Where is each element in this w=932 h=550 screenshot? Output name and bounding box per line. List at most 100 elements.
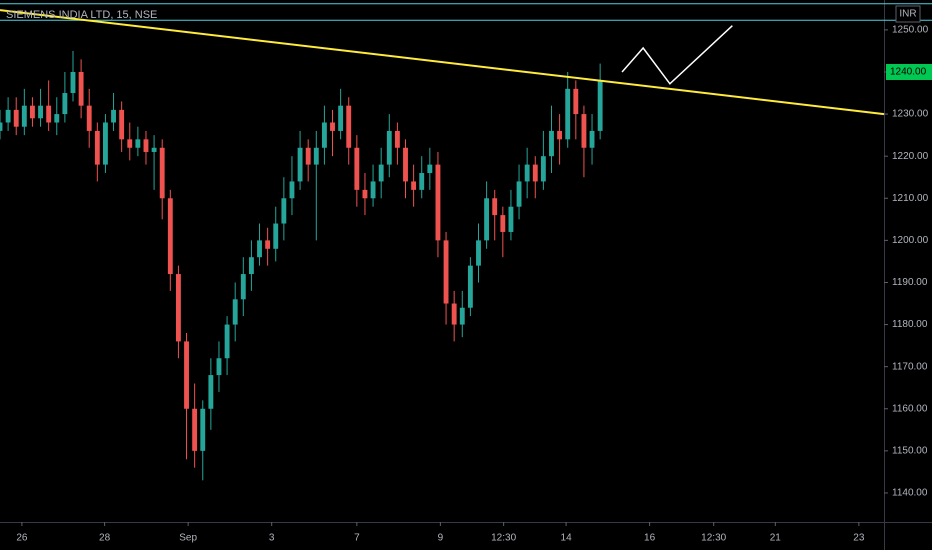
candle-body: [102, 122, 108, 165]
candle-body: [451, 303, 457, 325]
candle-body: [21, 105, 27, 127]
candle-body: [492, 198, 498, 216]
y-tick-label: 1210.00: [892, 193, 929, 204]
last-price-label: 1240.00: [890, 67, 927, 78]
x-tick-label: 12:30: [701, 533, 726, 544]
candle-body: [394, 130, 400, 148]
candle-body: [589, 130, 595, 148]
candle-body: [216, 358, 222, 376]
candle-body: [159, 147, 165, 199]
y-tick-label: 1250.00: [892, 25, 929, 36]
candle-body: [524, 164, 530, 182]
candle-body: [94, 130, 100, 165]
candle-body: [257, 240, 262, 258]
candle-body: [378, 164, 384, 182]
candle-body: [386, 130, 392, 165]
candle-body: [557, 130, 563, 140]
x-tick-label: 26: [16, 533, 28, 544]
candle-body: [273, 223, 279, 249]
x-tick-label: 28: [99, 533, 111, 544]
candle-body: [151, 147, 157, 152]
candle-body: [143, 139, 149, 152]
candle-body: [305, 147, 311, 165]
x-tick-label: 12:30: [491, 533, 516, 544]
x-tick-label: 7: [354, 533, 360, 544]
candle-body: [346, 105, 352, 148]
candle-body: [419, 173, 425, 190]
candle-body: [403, 147, 408, 182]
candle-body: [435, 164, 441, 241]
candle-body: [167, 198, 173, 275]
candle-body: [540, 156, 546, 182]
candle-body: [224, 324, 230, 359]
candle-body: [265, 240, 271, 249]
chart-title: SIEMENS INDIA LTD, 15, NSE: [6, 9, 157, 21]
candle-body: [0, 122, 3, 131]
candle-body: [54, 114, 60, 123]
candle-body: [184, 341, 189, 409]
candle-body: [411, 181, 417, 190]
last-price-box: [886, 63, 932, 80]
candle-body: [208, 375, 214, 409]
candle-body: [516, 181, 522, 207]
candle-body: [62, 93, 68, 115]
candle-body: [175, 274, 181, 342]
currency-label: INR: [899, 9, 916, 20]
x-tick-label: 21: [770, 533, 782, 544]
candle-body: [13, 109, 19, 127]
candle-body: [38, 105, 43, 119]
candle-body: [86, 105, 92, 131]
x-tick-label: Sep: [179, 533, 197, 544]
candle-body: [532, 164, 538, 182]
candle-body: [354, 147, 360, 190]
x-tick-label: 14: [561, 533, 573, 544]
candle-body: [30, 105, 35, 119]
candle-body: [500, 215, 506, 232]
candle-body: [459, 307, 465, 325]
candle-body: [338, 105, 344, 131]
candle-body: [70, 71, 76, 94]
candle-body: [200, 408, 206, 451]
projection-path: [621, 25, 733, 85]
candle-body: [78, 71, 84, 106]
candle-body: [5, 109, 11, 123]
candle-body: [597, 80, 603, 131]
candle-body: [119, 109, 125, 140]
y-tick-label: 1150.00: [892, 445, 928, 456]
y-tick-label: 1190.00: [892, 277, 928, 288]
candle-body: [362, 189, 368, 199]
currency-box: [895, 5, 921, 23]
candle-body: [321, 122, 327, 148]
x-tick-label: 23: [853, 533, 865, 544]
candle-body: [476, 240, 481, 266]
candle-body: [127, 139, 133, 148]
candle-body: [484, 198, 490, 241]
y-tick-label: 1230.00: [892, 109, 929, 120]
candle-body: [289, 181, 295, 199]
candle-body: [240, 274, 246, 300]
candle-body: [135, 139, 141, 148]
candle-body: [297, 147, 303, 182]
candle-body: [508, 206, 514, 232]
candle-body: [443, 240, 449, 304]
y-tick-label: 1170.00: [892, 361, 928, 372]
candle-body: [232, 299, 238, 325]
candle-body: [565, 88, 571, 140]
candle-body: [573, 88, 579, 115]
candle-body: [281, 198, 287, 224]
y-tick-label: 1160.00: [892, 403, 928, 414]
candle-body: [370, 181, 376, 199]
candle-body: [192, 408, 198, 451]
candle-body: [467, 265, 473, 308]
y-tick-label: 1200.00: [892, 235, 929, 246]
candle-body: [248, 257, 254, 275]
y-tick-label: 1220.00: [892, 151, 929, 162]
x-tick-label: 3: [269, 533, 275, 544]
candle-body: [46, 105, 52, 123]
y-tick-label: 1140.00: [892, 488, 928, 499]
x-tick-label: 9: [438, 533, 444, 544]
candle-body: [111, 109, 116, 123]
x-tick-label: 16: [644, 533, 656, 544]
